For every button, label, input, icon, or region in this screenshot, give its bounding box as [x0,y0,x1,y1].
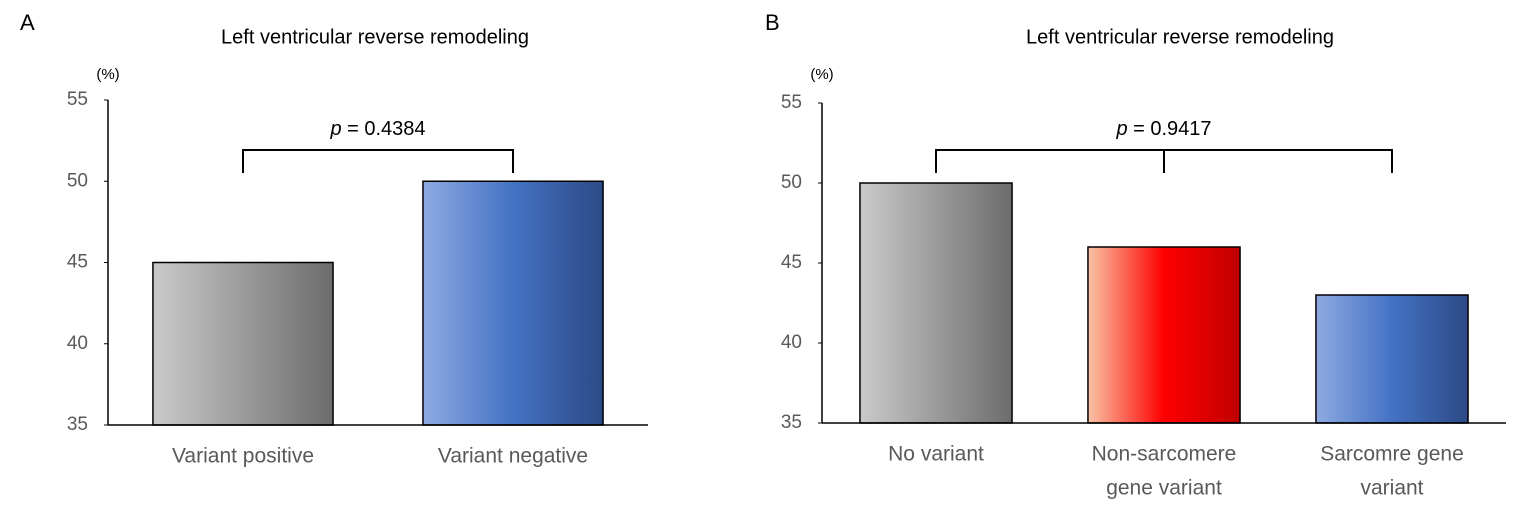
bar [1315,294,1469,424]
x-tick-label: Sarcomre gene [1320,443,1464,466]
chart-title: Left ventricular reverse remodeling [221,26,529,48]
bar [152,261,334,426]
y-axis-label: (%) [96,66,119,83]
bar [422,180,604,426]
x-tick-label: variant [1360,477,1423,500]
x-tick-label: Variant negative [438,445,588,468]
y-tick-label: 55 [781,92,802,113]
bar [1087,246,1241,424]
x-tick-label: No variant [888,443,984,466]
p-value: p = 0.9417 [1115,118,1211,140]
bar [859,182,1013,424]
y-tick-label: 55 [67,89,88,110]
y-tick-label: 50 [67,170,88,191]
p-symbol: p [329,118,341,140]
y-tick-label: 45 [781,252,802,273]
y-axis-label: (%) [810,66,833,83]
y-tick-label: 40 [67,333,88,354]
y-tick-label: 40 [781,332,802,353]
x-tick-label: Variant positive [172,445,314,468]
significance-bracket [935,149,1393,173]
y-tick-label: 35 [781,412,802,433]
p-value: p = 0.4384 [329,118,425,140]
x-tick-label: gene variant [1106,477,1222,500]
y-tick-label: 35 [67,414,88,435]
panel-label: B [765,10,780,35]
significance-bracket [242,149,514,173]
p-number: = 0.9417 [1133,118,1211,140]
panel-label: A [20,10,35,35]
p-number: = 0.4384 [347,118,425,140]
y-tick-label: 45 [67,252,88,273]
p-symbol: p [1115,118,1127,140]
y-tick-label: 50 [781,172,802,193]
x-tick-label: Non-sarcomere [1092,443,1237,466]
chart-title: Left ventricular reverse remodeling [1026,26,1334,48]
